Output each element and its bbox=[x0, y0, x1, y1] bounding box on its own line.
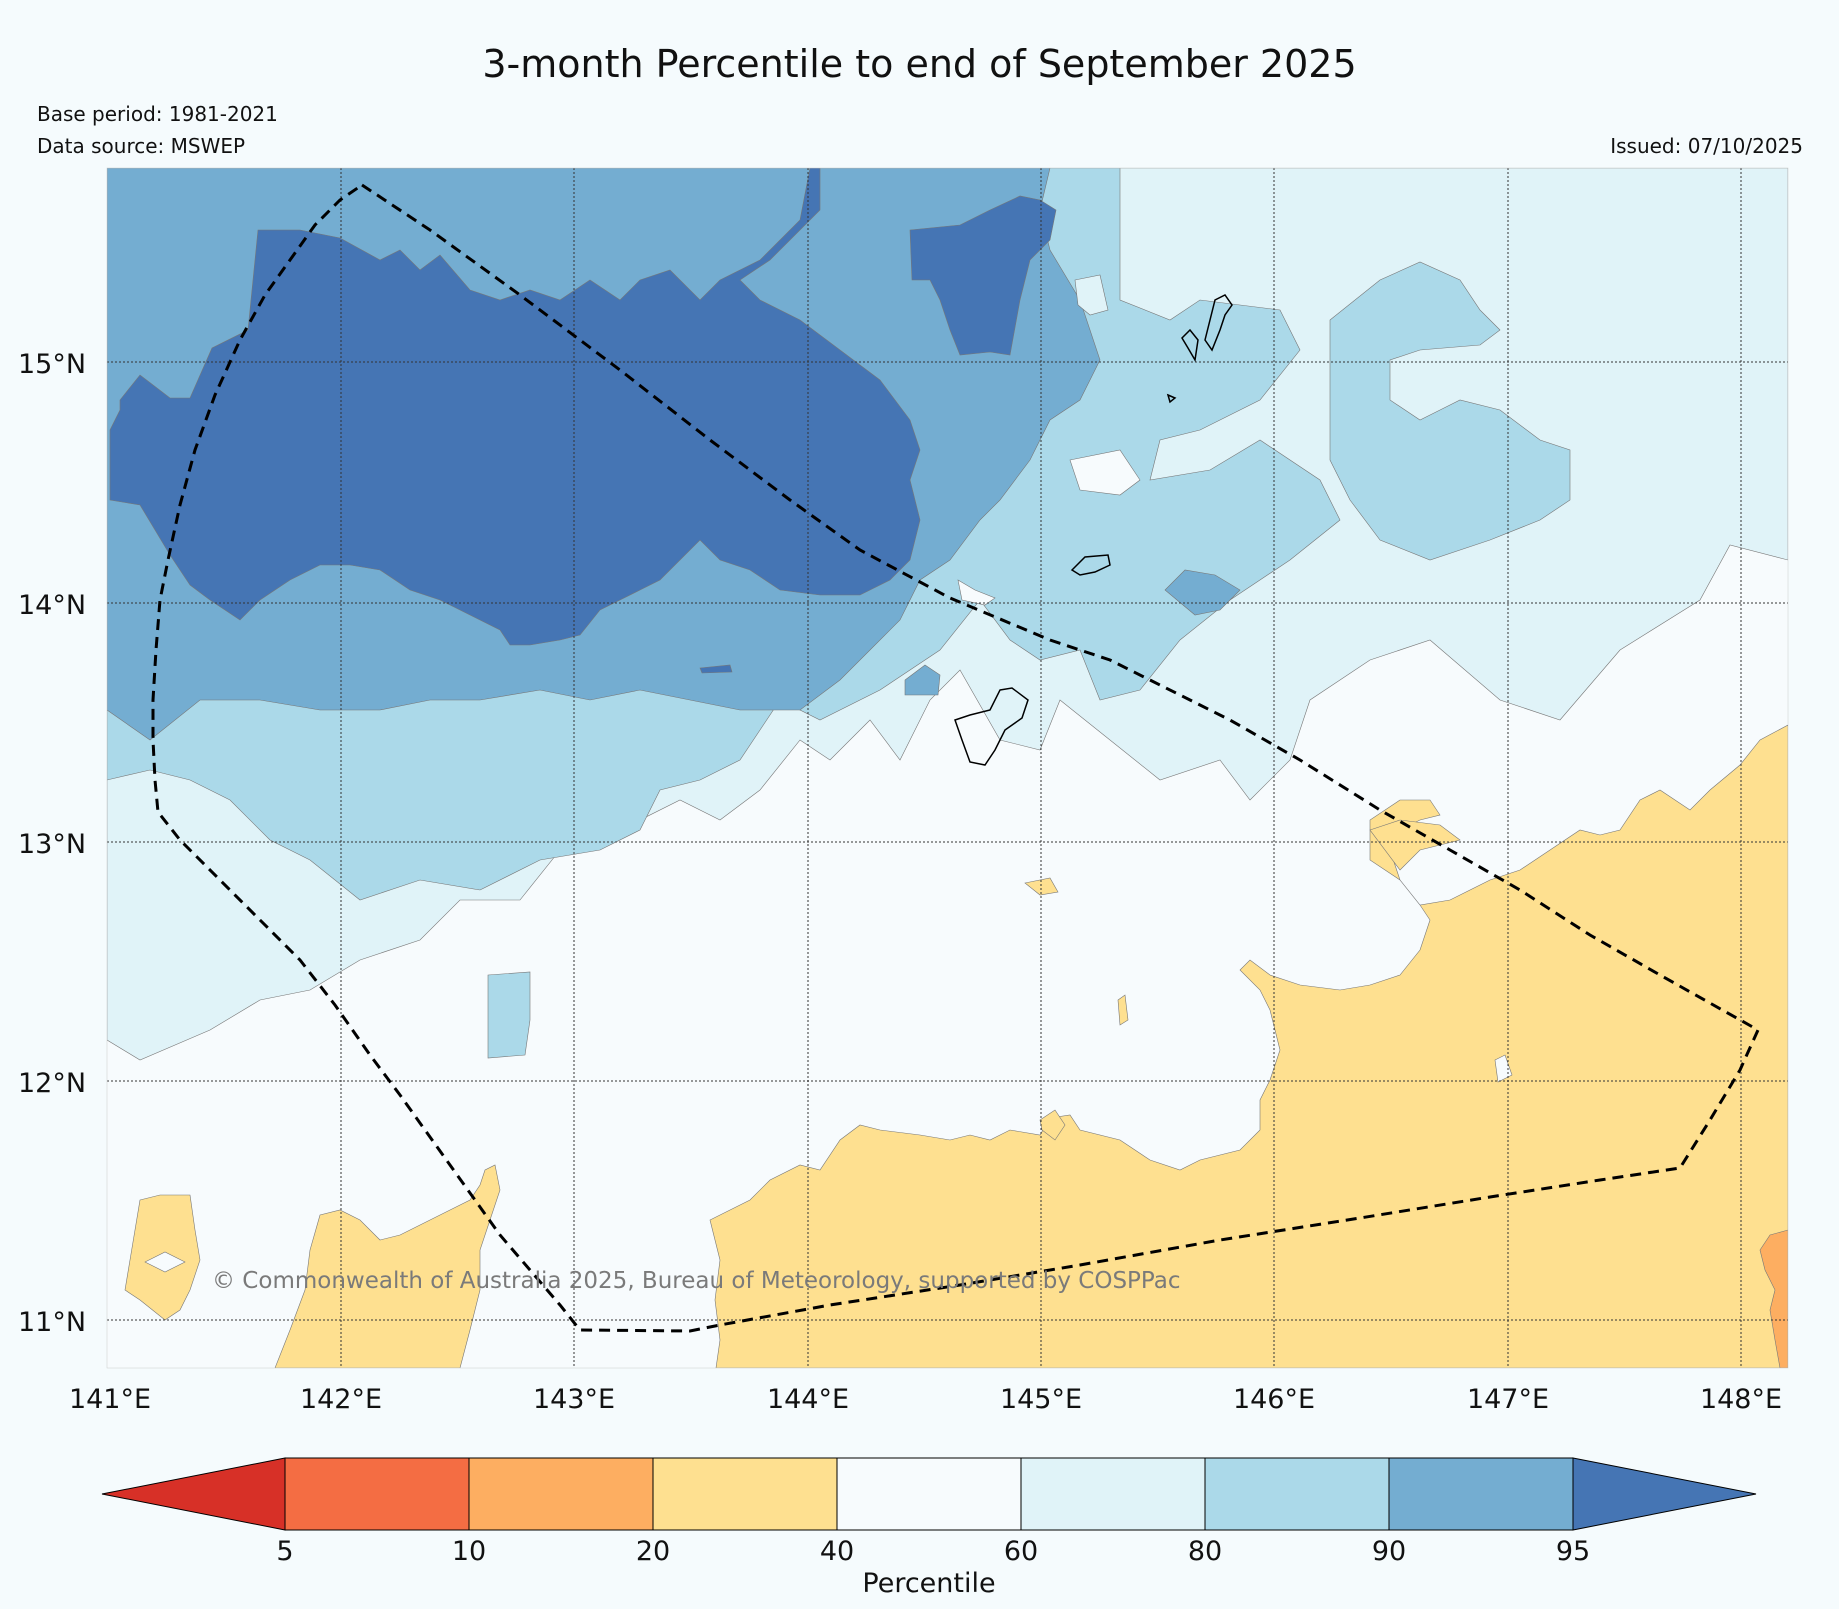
lon-tick-145e: 145°E bbox=[1000, 1384, 1082, 1415]
region-40-60-island-b bbox=[957, 579, 996, 606]
colorbar bbox=[101, 1457, 1757, 1531]
island-e bbox=[1166, 393, 1177, 404]
lat-axis: 15°N 14°N 13°N 12°N 11°N bbox=[18, 349, 86, 1338]
colorbar-bin-5-10 bbox=[284, 1457, 470, 1531]
island-c bbox=[1070, 554, 1111, 576]
lat-tick-12n: 12°N bbox=[18, 1068, 86, 1099]
region-20-40-south-east bbox=[709, 724, 1788, 1368]
region-20-40-south-west bbox=[274, 1164, 501, 1368]
eez-boundary bbox=[151, 183, 1760, 1333]
lon-tick-146e: 146°E bbox=[1233, 1384, 1315, 1415]
lon-tick-148e: 148°E bbox=[1700, 1384, 1782, 1415]
region-20-40-small-b bbox=[1039, 1109, 1066, 1141]
colorbar-bin-10-20 bbox=[468, 1457, 654, 1531]
region-10-20-south-east bbox=[1759, 1229, 1788, 1368]
region-95-plus-north-east bbox=[909, 195, 1057, 356]
colorbar-bin-40-60 bbox=[836, 1457, 1022, 1531]
issued-date-text: Issued: 07/10/2025 bbox=[1610, 134, 1803, 158]
region-80-90-east bbox=[1329, 261, 1571, 561]
lat-tick-13n: 13°N bbox=[18, 829, 86, 860]
region-90-95-patch-a bbox=[1164, 569, 1241, 616]
lat-tick-14n: 14°N bbox=[18, 590, 86, 621]
colorbar-bin-90-95 bbox=[1388, 1457, 1574, 1531]
data-source-text: Data source: MSWEP bbox=[37, 134, 246, 158]
graticule bbox=[107, 168, 1788, 1368]
lon-axis: 141°E 142°E 143°E 144°E 145°E 146°E 147°… bbox=[69, 1384, 1782, 1415]
copyright-text: © Commonwealth of Australia 2025, Bureau… bbox=[212, 1268, 1181, 1294]
island-a bbox=[1204, 294, 1233, 352]
region-40-60-island-a bbox=[1069, 449, 1141, 496]
colorbar-tick-90: 90 bbox=[1372, 1536, 1406, 1567]
region-20-40-small-c bbox=[1117, 994, 1129, 1026]
coastlines bbox=[954, 294, 1233, 766]
colorbar-ticks: 5 10 20 40 60 80 90 95 Percentile bbox=[276, 1536, 1590, 1599]
lat-tick-15n: 15°N bbox=[18, 349, 86, 380]
lon-tick-141e: 141°E bbox=[69, 1384, 151, 1415]
colorbar-tick-80: 80 bbox=[1188, 1536, 1222, 1567]
colorbar-high-extend bbox=[1572, 1457, 1757, 1531]
colorbar-bin-60-80 bbox=[1020, 1457, 1206, 1531]
base-period-text: Base period: 1981-2021 bbox=[37, 102, 278, 126]
map-panel bbox=[106, 167, 1789, 1369]
lon-tick-143e: 143°E bbox=[533, 1384, 615, 1415]
colorbar-tick-5: 5 bbox=[276, 1536, 293, 1567]
colorbar-tick-10: 10 bbox=[452, 1536, 486, 1567]
colorbar-label: Percentile bbox=[862, 1568, 995, 1599]
region-20-40-small-a bbox=[1024, 877, 1059, 896]
island-d bbox=[954, 687, 1029, 766]
colorbar-tick-95: 95 bbox=[1556, 1536, 1590, 1567]
region-90-95-patch-b bbox=[904, 664, 941, 696]
region-95-plus-patch bbox=[699, 664, 733, 674]
region-60-80-island-a bbox=[1074, 274, 1109, 316]
colorbar-bin-80-90 bbox=[1204, 1457, 1390, 1531]
region-40-60-island-d bbox=[144, 1251, 186, 1273]
map-title: 3-month Percentile to end of September 2… bbox=[482, 42, 1357, 86]
region-80-90-south-patch bbox=[487, 971, 531, 1059]
colorbar-tick-40: 40 bbox=[820, 1536, 854, 1567]
island-b bbox=[1181, 328, 1199, 363]
region-95-plus bbox=[109, 168, 921, 646]
colorbar-tick-60: 60 bbox=[1004, 1536, 1038, 1567]
lat-tick-11n: 11°N bbox=[18, 1307, 86, 1338]
lon-tick-144e: 144°E bbox=[767, 1384, 849, 1415]
region-40-60-island-c bbox=[1494, 1054, 1513, 1083]
colorbar-tick-20: 20 bbox=[636, 1536, 670, 1567]
colorbar-low-extend bbox=[101, 1457, 286, 1531]
region-20-40-east-arm bbox=[1369, 819, 1461, 871]
lon-tick-142e: 142°E bbox=[300, 1384, 382, 1415]
lon-tick-147e: 147°E bbox=[1467, 1384, 1549, 1415]
colorbar-bin-20-40 bbox=[652, 1457, 838, 1531]
